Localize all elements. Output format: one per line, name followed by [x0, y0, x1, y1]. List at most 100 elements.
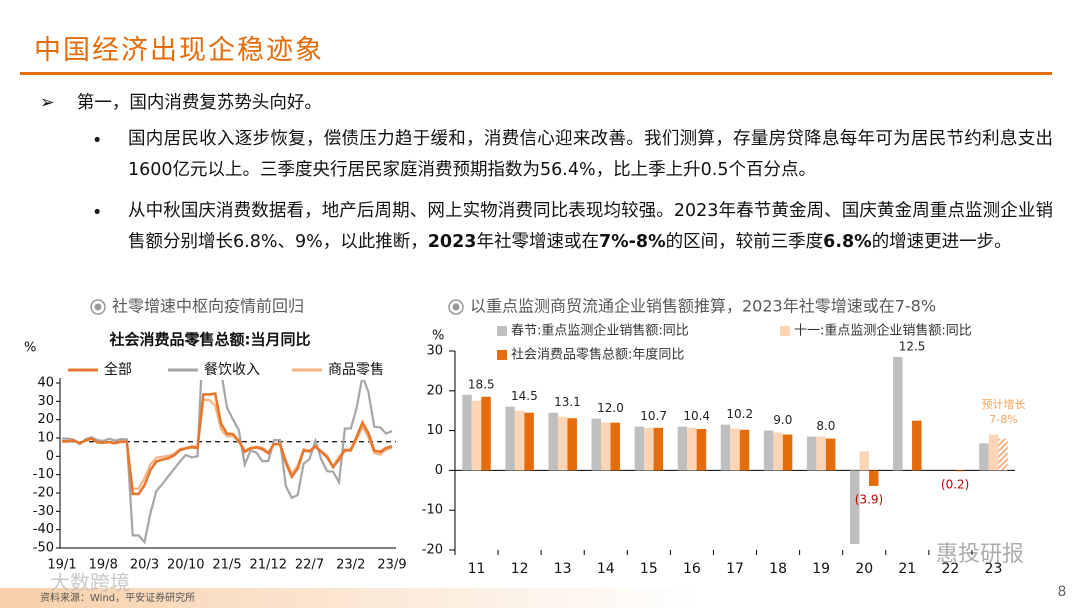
y-tick-label: -20	[33, 486, 54, 501]
x-tick-label: 17	[726, 561, 744, 577]
bullet-text: 的区间，较前三季度	[665, 232, 824, 252]
bullet-dot: •	[92, 203, 103, 223]
bar	[567, 418, 577, 471]
bar	[720, 424, 731, 471]
y-tick-label: 0	[435, 463, 443, 478]
bar	[505, 406, 515, 471]
value-label: 8.0	[816, 419, 835, 433]
y-tick-label: -50	[33, 541, 54, 556]
annotation-line: 7-8%	[989, 413, 1017, 426]
bar	[634, 426, 645, 471]
title-rule	[20, 72, 1052, 75]
x-tick-label: 15	[640, 561, 658, 577]
y-tick-label: 10	[426, 423, 443, 438]
bar	[462, 394, 472, 471]
watermark: 惠投研报	[936, 542, 1024, 567]
bullet: 国内居民收入逐步恢复，偿债压力趋于缓和，消费信心迎来改善。我们测算，存量房贷降息…	[128, 124, 1053, 186]
y-tick-label: -10	[33, 467, 54, 482]
legend-swatch	[497, 350, 507, 360]
bar	[763, 430, 774, 471]
bar	[816, 436, 826, 471]
y-tick-label: 0	[46, 449, 54, 464]
series-line	[62, 392, 393, 496]
main-text: 第一，国内消费复苏势头向好。	[76, 93, 322, 113]
y-axis-label: %	[24, 341, 36, 356]
value-label: 12.5	[899, 339, 926, 353]
y-tick-label: -40	[33, 522, 54, 537]
value-label: 18.5	[468, 377, 495, 391]
heading-icon	[448, 299, 464, 315]
legend-label: 餐饮收入	[204, 362, 260, 378]
source: 资料来源：Wind，平安证券研究所	[40, 591, 195, 604]
y-tick-label: 30	[426, 344, 443, 359]
bar	[514, 410, 525, 471]
heading-icon	[452, 303, 460, 311]
value-label: 10.2	[726, 407, 753, 421]
x-tick-label: 14	[597, 561, 615, 577]
bar	[859, 451, 869, 471]
x-tick-label: 21/12	[250, 558, 287, 573]
bar	[524, 412, 534, 471]
section-heading: 社零增速中枢向疫情前回归	[112, 297, 304, 316]
bar	[644, 427, 654, 471]
annotation-line: 预计增长	[981, 397, 1025, 411]
page-number: 8	[1058, 584, 1067, 600]
y-tick-label: -10	[422, 503, 443, 518]
legend-label: 社会消费品零售总额:年度同比	[511, 347, 684, 363]
lines	[62, 380, 393, 545]
section-heading: 以重点监测商贸流通企业销售额推算，2023年社零增速或在7-8%	[470, 297, 936, 316]
title: 中国经济出现企稳迹象	[34, 35, 324, 66]
bullet-text: 7%-8%	[598, 232, 666, 252]
x-tick-label: 21/5	[212, 558, 241, 573]
heading-icon	[90, 299, 106, 315]
value-label: 14.5	[511, 389, 538, 403]
bar	[998, 438, 1008, 471]
x-tick-label: 16	[683, 561, 701, 577]
y-axis-label: %	[432, 329, 444, 344]
y-tick-label: 30	[37, 394, 54, 409]
bullet-text: 从中秋国庆消费数据看，地产后周期、网上实物消费同比表现均较强。2023年春节黄金…	[128, 201, 1053, 252]
watermark: 大数跨境	[50, 571, 130, 595]
bullet-text: 6.8%	[823, 232, 872, 252]
bullet: 从中秋国庆消费数据看，地产后周期、网上实物消费同比表现均较强。2023年春节黄金…	[128, 196, 1053, 258]
x-tick-label: 11	[468, 561, 486, 577]
bar	[610, 422, 621, 471]
bar	[806, 436, 817, 471]
x-tick-label: 12	[511, 561, 529, 577]
value-label: 9.0	[773, 413, 792, 427]
legend-swatch	[780, 326, 790, 336]
x-tick-label: 23/2	[336, 558, 365, 573]
heading-icon	[94, 303, 102, 311]
annotation: 预计增长 7-8%	[981, 397, 1025, 426]
y-tick-label: 40	[37, 376, 54, 391]
bar	[912, 420, 922, 471]
value-label: (0.2)	[941, 478, 969, 492]
y-tick-label: -30	[33, 504, 54, 519]
bullet-text: 年社零增速或在	[476, 232, 599, 252]
x-tick-label: 20/3	[130, 558, 159, 573]
main-point: ➢ 第一，国内消费复苏势头向好。	[40, 93, 322, 113]
value-label: 10.7	[640, 409, 667, 423]
bar	[548, 412, 558, 471]
x-tick-label: 21	[898, 561, 916, 577]
bar	[979, 443, 989, 471]
x-tick-label: 23	[985, 561, 1003, 577]
y-tick-label: -20	[422, 543, 443, 558]
bar	[849, 470, 860, 545]
bar	[687, 427, 697, 471]
value-label: 13.1	[554, 395, 581, 409]
bar	[773, 432, 783, 471]
value-label: 12.0	[597, 401, 624, 415]
x-tick-label: 19/1	[47, 558, 76, 573]
value-label: 10.4	[683, 409, 710, 423]
bar	[653, 427, 664, 471]
x-tick-label: 20	[855, 561, 873, 577]
legend-swatch	[497, 326, 507, 336]
x-tick-label: 19	[812, 561, 830, 577]
bar	[601, 422, 611, 471]
x-tick-label: 22/7	[295, 558, 324, 573]
chart-title: 社会消费品零售总额:当月同比	[109, 331, 311, 349]
bar	[730, 428, 740, 471]
